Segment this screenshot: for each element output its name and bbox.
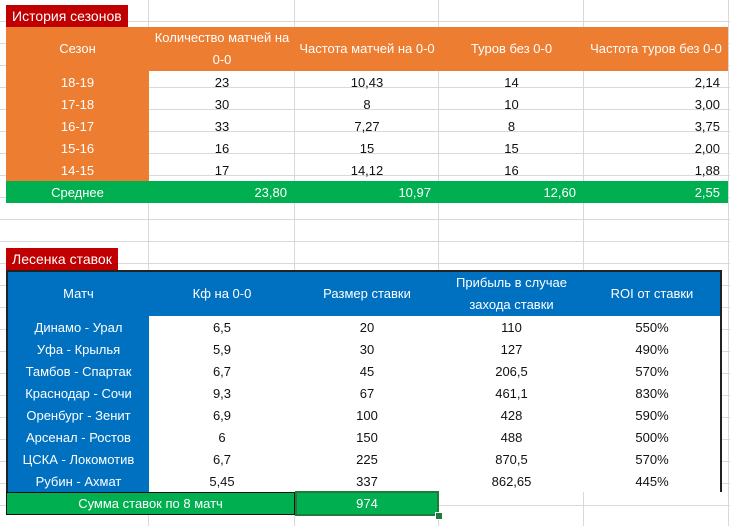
average-rounds-without[interactable]: 12,60 <box>439 181 584 203</box>
ladder-value-cell[interactable]: 6,7 <box>149 360 295 382</box>
ladder-match-cell[interactable]: Краснодар - Сочи <box>8 382 149 404</box>
season-value-cell[interactable]: 1,88 <box>694 162 720 178</box>
ladder-match-cell[interactable]: Арсенал - Ростов <box>8 426 149 448</box>
ladder-value-cell[interactable]: 6 <box>149 426 295 448</box>
header-odds[interactable]: Кф на 0-0 <box>149 272 295 316</box>
ladder-value-cell[interactable]: 110 <box>439 316 584 338</box>
ladder-value-cell[interactable]: 9,3 <box>149 382 295 404</box>
season-value-cell[interactable]: 16 <box>504 162 519 178</box>
season-value-cell[interactable]: 14 <box>504 74 519 90</box>
season-value-cell[interactable]: 10 <box>504 96 519 112</box>
average-match-count[interactable]: 23,80 <box>149 181 295 203</box>
season-value-cell[interactable]: 33 <box>214 118 230 134</box>
season-value-cell[interactable]: 23 <box>214 74 230 90</box>
ladder-value-cell[interactable]: 490% <box>584 338 720 360</box>
season-value-cell[interactable]: 2,00 <box>694 140 720 156</box>
ladder-value-cell[interactable]: 445% <box>584 470 720 492</box>
ladder-match-cell[interactable]: Динамо - Урал <box>8 316 149 338</box>
season-value-cell[interactable]: 14,12 <box>350 162 384 178</box>
ladder-match-cell[interactable]: Уфа - Крылья <box>8 338 149 360</box>
ladder-value-cell[interactable]: 870,5 <box>439 448 584 470</box>
ladder-value-cell[interactable]: 30 <box>295 338 439 360</box>
ladder-title: Лесенка ставок <box>6 248 118 270</box>
season-label-cell[interactable]: 15-16 <box>6 137 149 159</box>
ladder-value-cell[interactable]: 5,45 <box>149 470 295 492</box>
sum-label[interactable]: Сумма ставок по 8 матч <box>6 492 295 515</box>
season-value-cell[interactable]: 16 <box>214 140 230 156</box>
header-season[interactable]: Сезон <box>6 27 149 71</box>
ladder-value-cell[interactable]: 6,9 <box>149 404 295 426</box>
season-value-cell[interactable]: 7,27 <box>354 118 380 134</box>
season-value-cell[interactable]: 3,75 <box>694 118 720 134</box>
average-label[interactable]: Среднее <box>6 181 149 203</box>
average-match-frequency[interactable]: 10,97 <box>295 181 439 203</box>
season-value-cell[interactable]: 17 <box>214 162 230 178</box>
ladder-value-cell[interactable]: 206,5 <box>439 360 584 382</box>
ladder-value-cell[interactable]: 550% <box>584 316 720 338</box>
header-match-frequency[interactable]: Частота матчей на 0-0 <box>295 27 439 71</box>
ladder-value-cell[interactable]: 500% <box>584 426 720 448</box>
ladder-value-cell[interactable]: 6,7 <box>149 448 295 470</box>
season-label-cell[interactable]: 17-18 <box>6 93 149 115</box>
header-match[interactable]: Матч <box>8 272 149 316</box>
season-value-cell[interactable]: 8 <box>507 118 516 134</box>
ladder-value-cell[interactable]: 45 <box>295 360 439 382</box>
season-value-cell[interactable]: 10,43 <box>350 74 384 90</box>
ladder-value-cell[interactable]: 225 <box>295 448 439 470</box>
ladder-value-cell[interactable]: 100 <box>295 404 439 426</box>
header-roi[interactable]: ROI от ставки <box>584 272 720 316</box>
ladder-value-cell[interactable]: 150 <box>295 426 439 448</box>
ladder-match-cell[interactable]: Тамбов - Спартак <box>8 360 149 382</box>
header-rounds-without[interactable]: Туров без 0-0 <box>439 27 584 71</box>
ladder-value-cell[interactable]: 67 <box>295 382 439 404</box>
header-profit[interactable]: Прибыль в случае захода ставки <box>439 272 584 316</box>
season-value-cell[interactable]: 2,14 <box>694 74 720 90</box>
season-label-cell[interactable]: 14-15 <box>6 159 149 181</box>
ladder-value-cell[interactable]: 862,65 <box>439 470 584 492</box>
ladder-value-cell[interactable]: 127 <box>439 338 584 360</box>
ladder-value-cell[interactable]: 830% <box>584 382 720 404</box>
ladder-value-cell[interactable]: 6,5 <box>149 316 295 338</box>
season-value-cell[interactable]: 15 <box>504 140 519 156</box>
header-stake[interactable]: Размер ставки <box>295 272 439 316</box>
seasons-title: История сезонов <box>6 5 128 27</box>
ladder-value-cell[interactable]: 337 <box>295 470 439 492</box>
ladder-value-cell[interactable]: 590% <box>584 404 720 426</box>
ladder-match-cell[interactable]: Оренбург - Зенит <box>8 404 149 426</box>
ladder-value-cell[interactable]: 20 <box>295 316 439 338</box>
header-match-count[interactable]: Количество матчей на 0-0 <box>149 27 295 71</box>
season-value-cell[interactable]: 3,00 <box>694 96 720 112</box>
season-value-cell[interactable]: 30 <box>214 96 230 112</box>
season-value-cell[interactable]: 15 <box>359 140 375 156</box>
ladder-match-cell[interactable]: Рубин - Ахмат <box>8 470 149 492</box>
ladder-value-cell[interactable]: 461,1 <box>439 382 584 404</box>
ladder-value-cell[interactable]: 428 <box>439 404 584 426</box>
sum-value[interactable]: 974 <box>295 491 439 516</box>
average-rounds-frequency[interactable]: 2,55 <box>584 181 728 203</box>
fill-handle[interactable] <box>435 512 443 520</box>
season-label-cell[interactable]: 18-19 <box>6 71 149 93</box>
season-value-cell[interactable]: 8 <box>363 96 371 112</box>
ladder-value-cell[interactable]: 570% <box>584 448 720 470</box>
ladder-value-cell[interactable]: 570% <box>584 360 720 382</box>
ladder-value-cell[interactable]: 5,9 <box>149 338 295 360</box>
ladder-value-cell[interactable]: 488 <box>439 426 584 448</box>
header-rounds-frequency[interactable]: Частота туров без 0-0 <box>584 27 728 71</box>
ladder-match-cell[interactable]: ЦСКА - Локомотив <box>8 448 149 470</box>
season-label-cell[interactable]: 16-17 <box>6 115 149 137</box>
